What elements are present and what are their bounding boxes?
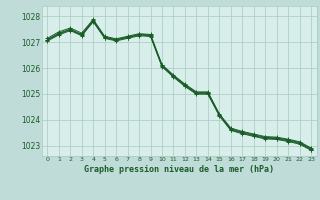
X-axis label: Graphe pression niveau de la mer (hPa): Graphe pression niveau de la mer (hPa) bbox=[84, 165, 274, 174]
